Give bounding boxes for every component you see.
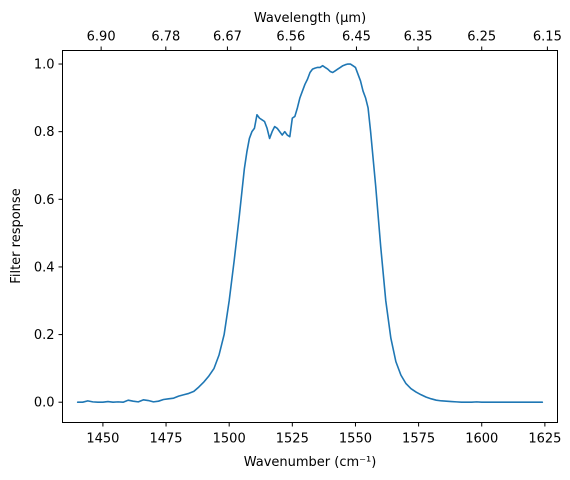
- top-tick-label: 6.15: [533, 30, 562, 45]
- x-tick-label: 1575: [402, 432, 435, 447]
- top-tick-label: 6.56: [276, 30, 305, 45]
- x-axis-label: Wavenumber (cm⁻¹): [244, 455, 377, 470]
- x-tick-label: 1625: [528, 432, 561, 447]
- top-tick-label: 6.90: [87, 30, 116, 45]
- x-tick-label: 1600: [465, 432, 498, 447]
- top-tick-label: 6.45: [342, 30, 371, 45]
- y-axis-ticks: 0.0 0.2 0.4 0.6 0.8 1.0: [34, 58, 63, 411]
- x-tick-label: 1450: [86, 432, 119, 447]
- y-tick-label: 0.8: [34, 125, 55, 140]
- top-tick-label: 6.78: [151, 30, 180, 45]
- x-tick-label: 1525: [276, 432, 309, 447]
- y-tick-label: 0.0: [34, 396, 55, 411]
- top-tick-label: 6.67: [213, 30, 242, 45]
- top-axis-label: Wavelength (μm): [254, 11, 366, 26]
- filter-response-line: [76, 63, 544, 404]
- y-axis-label: Filter response: [9, 188, 24, 283]
- y-tick-label: 0.6: [34, 193, 55, 208]
- y-tick-label: 0.2: [34, 328, 55, 343]
- y-tick-label: 1.0: [34, 58, 55, 73]
- y-tick-label: 0.4: [34, 260, 55, 275]
- x-tick-label: 1550: [339, 432, 372, 447]
- x-axis-ticks: 1450 1475 1500 1525 1550 1575 1600 1625: [86, 422, 561, 447]
- top-tick-label: 6.25: [467, 30, 496, 45]
- x-tick-label: 1475: [149, 432, 182, 447]
- top-axis-ticks: 6.90 6.78 6.67 6.56 6.45 6.35 6.25 6.15: [87, 30, 562, 51]
- plot-area: [62, 50, 558, 423]
- x-tick-label: 1500: [213, 432, 246, 447]
- top-tick-label: 6.35: [404, 30, 433, 45]
- axes-frame: [62, 50, 558, 423]
